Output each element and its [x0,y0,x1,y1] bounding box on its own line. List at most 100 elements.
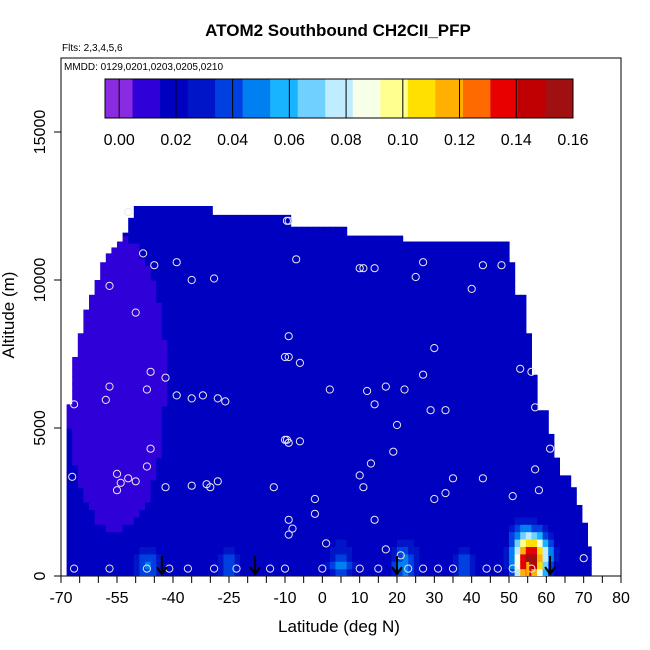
heatmap-cell [257,250,264,259]
heatmap-cell [122,487,129,496]
heatmap-cell [525,339,532,348]
heatmap-cell [122,309,129,318]
heatmap-cell [425,368,432,377]
heatmap-cell [184,257,191,266]
heatmap-cell [167,368,174,377]
heatmap-cell [133,420,140,429]
heatmap-cell [352,413,359,422]
heatmap-cell [285,531,292,540]
heatmap-cell [341,568,348,576]
heatmap-cell [167,494,174,503]
heatmap-cell [133,457,140,466]
heatmap-cell [363,494,370,503]
heatmap-cell [486,376,493,385]
heatmap-cell [492,502,499,510]
heatmap-cell [156,487,163,496]
heatmap-cell [262,398,269,407]
heatmap-cell [145,428,152,436]
heatmap-cell [374,546,381,555]
heatmap-cell [436,354,443,362]
heatmap-cell [212,220,219,229]
heatmap-cell [408,450,415,459]
heatmap-cell [66,539,73,547]
heatmap-cell [201,472,208,481]
heatmap-cell [537,472,544,481]
heatmap-cell [318,346,325,355]
heatmap-cell [520,413,527,422]
heatmap-cell [341,309,348,318]
heatmap-cell [441,479,448,488]
heatmap-cell [178,391,185,399]
heatmap-cell [167,398,174,407]
heatmap-cell [262,524,269,533]
heatmap-cell [503,398,510,407]
heatmap-cell [318,324,325,333]
heatmap-cell [509,302,516,311]
heatmap-cell [145,272,152,281]
heatmap-cell [212,331,219,340]
heatmap-cell [497,524,504,533]
heatmap-cell [509,346,516,355]
heatmap-cell [313,317,320,325]
x-tick-label: -10 [273,590,296,607]
heatmap-cell [195,354,202,362]
heatmap-cell [430,568,437,576]
heatmap-cell [397,502,404,510]
heatmap-cell [290,405,297,414]
heatmap-cell [514,413,521,422]
heatmap-cell [234,398,241,407]
heatmap-cell [128,450,135,459]
heatmap-cell [503,324,510,333]
heatmap-cell [217,442,224,451]
heatmap-cell [329,265,336,274]
heatmap-cell [313,272,320,281]
heatmap-cell [139,435,146,444]
heatmap-cell [145,228,152,237]
heatmap-cell [313,250,320,259]
heatmap-cell [318,339,325,348]
heatmap-cell [369,546,376,555]
heatmap-cell [397,435,404,444]
heatmap-cell [279,272,286,281]
heatmap-cell [324,539,331,547]
heatmap-cell [139,391,146,399]
sample-point [322,539,331,548]
heatmap-cell [492,516,499,525]
heatmap-cell [167,354,174,362]
heatmap-cell [520,472,527,481]
heatmap-cell [94,457,101,466]
heatmap-cell [178,228,185,237]
heatmap-cell [301,546,308,555]
heatmap-cell [195,220,202,229]
heatmap-cell [447,361,454,370]
heatmap-cell [77,368,84,377]
heatmap-cell [341,294,348,303]
heatmap-cell [380,324,387,333]
heatmap-cell [453,280,460,288]
heatmap-cell [419,346,426,355]
heatmap-cell [245,509,252,518]
heatmap-cell [385,465,392,473]
heatmap-cell [268,494,275,503]
heatmap-cell [83,472,90,481]
heatmap-cell [161,435,168,444]
heatmap-cell [279,214,286,222]
heatmap-cell [380,561,387,570]
heatmap-cell [548,509,555,518]
heatmap-cell [486,250,493,259]
heatmap-cell [189,420,196,429]
heatmap-cell [184,391,191,399]
heatmap-cell [296,226,303,229]
heatmap-cell [285,524,292,533]
heatmap-cell [145,420,152,429]
heatmap-cell [531,531,538,540]
heatmap-cell [408,376,415,385]
heatmap-cell [341,531,348,540]
heatmap-cell [363,346,370,355]
heatmap-cell [335,302,342,311]
heatmap-cell [201,383,208,392]
heatmap-cell [402,546,409,555]
heatmap-cell [458,383,465,392]
heatmap-cell [357,524,364,533]
heatmap-cell [139,450,146,459]
